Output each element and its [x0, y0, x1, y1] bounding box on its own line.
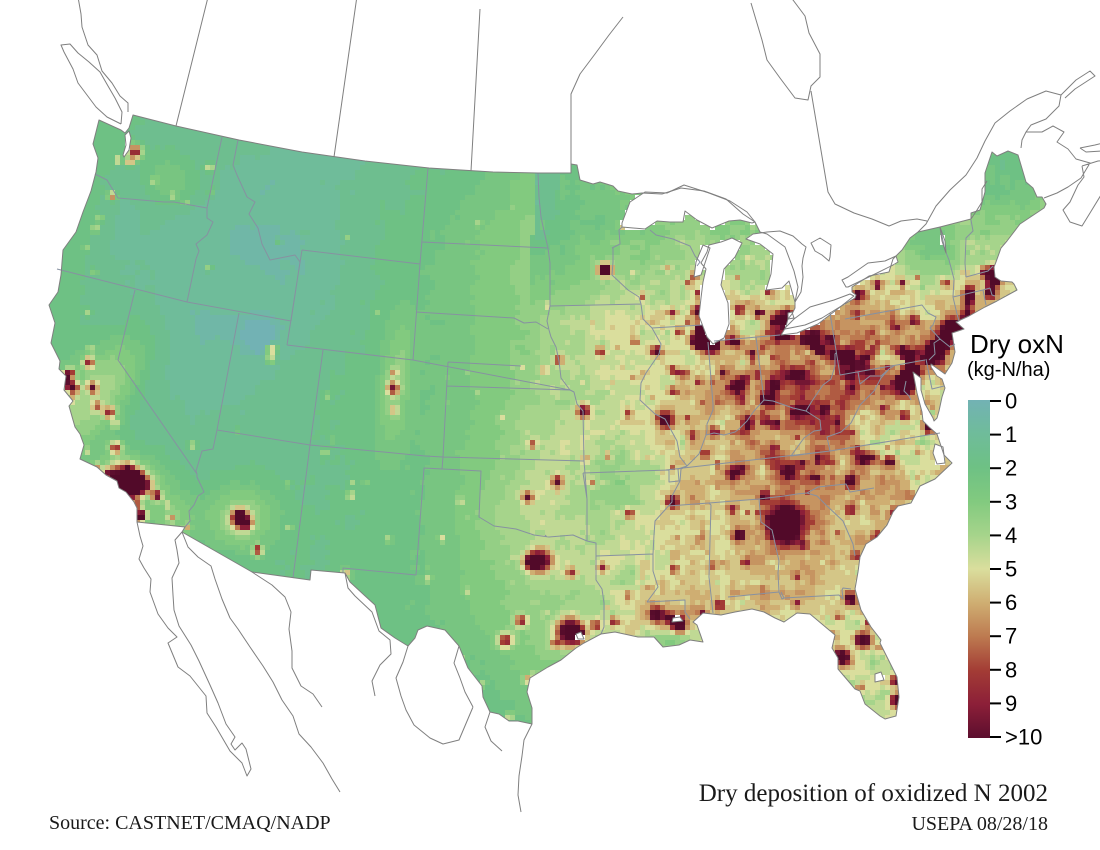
svg-text:6: 6	[1005, 590, 1017, 615]
svg-text:9: 9	[1005, 691, 1017, 716]
svg-text:USEPA 08/28/18: USEPA 08/28/18	[911, 813, 1048, 835]
svg-text:7: 7	[1005, 624, 1017, 649]
svg-text:2: 2	[1005, 456, 1017, 481]
svg-text:(kg-N/ha): (kg-N/ha)	[967, 359, 1050, 381]
svg-text:>10: >10	[1005, 725, 1042, 750]
svg-text:5: 5	[1005, 557, 1017, 582]
svg-text:Dry deposition of oxidized N 2: Dry deposition of oxidized N 2002	[699, 780, 1048, 807]
svg-text:1: 1	[1005, 422, 1017, 447]
svg-text:3: 3	[1005, 489, 1017, 514]
svg-text:8: 8	[1005, 657, 1017, 682]
svg-text:Dry oxN: Dry oxN	[970, 329, 1064, 359]
svg-text:4: 4	[1005, 523, 1017, 548]
svg-text:0: 0	[1005, 389, 1017, 414]
svg-text:Source: CASTNET/CMAQ/NADP: Source: CASTNET/CMAQ/NADP	[49, 812, 331, 834]
